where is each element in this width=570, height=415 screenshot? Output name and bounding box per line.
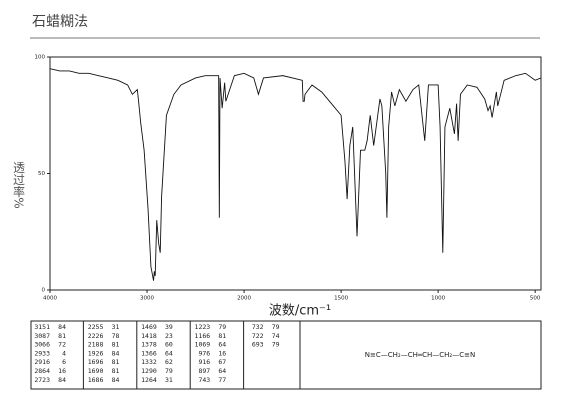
peak-wavenumber: 1378 (141, 341, 157, 349)
peak-transmittance: 74 (272, 332, 280, 340)
peak-wavenumber: 3151 (34, 323, 50, 331)
peak-transmittance: 81 (112, 367, 120, 375)
peak-transmittance: 79 (218, 323, 226, 331)
peak-transmittance: 72 (58, 341, 66, 349)
peak-wavenumber: 743 (198, 376, 210, 384)
peak-wavenumber: 1223 (195, 323, 211, 331)
peak-wavenumber: 1264 (141, 376, 157, 384)
peak-wavenumber: 2916 (34, 358, 50, 366)
peak-wavenumber: 1332 (141, 358, 157, 366)
peak-wavenumber: 732 (252, 323, 264, 331)
peak-wavenumber: 1686 (88, 376, 104, 384)
plot-frame (49, 56, 542, 291)
x-tick-label: 1500 (334, 296, 348, 302)
peak-transmittance: 64 (218, 341, 226, 349)
peak-wavenumber: 693 (252, 341, 264, 349)
peak-transmittance: 60 (165, 341, 173, 349)
y-tick-label: 100 (35, 55, 46, 61)
x-tick-label: 2000 (237, 296, 251, 302)
peak-wavenumber: 1366 (141, 349, 157, 357)
peak-transmittance: 62 (165, 358, 173, 366)
peak-wavenumber: 2226 (88, 332, 104, 340)
peak-transmittance: 4 (62, 349, 66, 357)
peak-wavenumber: 2933 (34, 349, 50, 357)
peak-table (30, 320, 542, 390)
peak-transmittance: 77 (218, 376, 226, 384)
y-tick-label: 0 (42, 288, 46, 294)
x-tick-label: 1000 (431, 296, 445, 302)
peak-transmittance: 84 (112, 349, 120, 357)
peak-wavenumber: 897 (198, 367, 210, 375)
peak-wavenumber: 3087 (34, 332, 50, 340)
peak-wavenumber: 1690 (88, 367, 104, 375)
peak-wavenumber: 722 (252, 332, 264, 340)
peak-wavenumber: 2864 (34, 367, 50, 375)
peak-transmittance: 64 (218, 367, 226, 375)
x-tick-label: 4000 (43, 296, 57, 302)
peak-wavenumber: 1469 (141, 323, 157, 331)
peak-transmittance: 67 (218, 358, 226, 366)
peak-wavenumber: 1069 (195, 341, 211, 349)
peak-wavenumber: 2188 (88, 341, 104, 349)
peak-transmittance: 16 (218, 349, 226, 357)
peak-transmittance: 81 (58, 332, 66, 340)
peak-wavenumber: 2255 (88, 323, 104, 331)
peak-transmittance: 84 (112, 376, 120, 384)
y-tick-label: 50 (38, 171, 45, 177)
peak-transmittance: 39 (165, 323, 173, 331)
peak-transmittance: 6 (62, 358, 66, 366)
chart-title: 石蜡糊法 (32, 14, 88, 30)
peak-transmittance: 79 (165, 367, 173, 375)
peak-transmittance: 79 (272, 323, 280, 331)
peak-wavenumber: 976 (198, 349, 210, 357)
x-tick-label: 500 (530, 296, 541, 302)
peak-transmittance: 16 (58, 367, 66, 375)
x-axis-label: 波数/cm⁻¹ (269, 304, 331, 319)
peak-transmittance: 84 (58, 323, 66, 331)
peak-transmittance: 81 (112, 358, 120, 366)
spectrum-line (49, 68, 542, 281)
peak-transmittance: 64 (165, 349, 173, 357)
peak-wavenumber: 1418 (141, 332, 157, 340)
peak-wavenumber: 3066 (34, 341, 50, 349)
peak-wavenumber: 1696 (88, 358, 104, 366)
peak-wavenumber: 916 (198, 358, 210, 366)
peak-wavenumber: 1926 (88, 349, 104, 357)
peak-transmittance: 78 (112, 332, 120, 340)
peak-transmittance: 31 (165, 376, 173, 384)
peak-transmittance: 31 (112, 323, 120, 331)
peak-wavenumber: 2723 (34, 376, 50, 384)
peak-transmittance: 81 (218, 332, 226, 340)
peak-transmittance: 79 (272, 341, 280, 349)
peak-transmittance: 84 (58, 376, 66, 384)
peak-wavenumber: 1166 (195, 332, 211, 340)
peak-wavenumber: 1290 (141, 367, 157, 375)
peak-transmittance: 23 (165, 332, 173, 340)
y-axis-label: 透过率% (12, 161, 26, 209)
structure-formula: N≡C—CH₂—CH═CH—CH₂—C≡N (365, 351, 475, 359)
peak-transmittance: 81 (112, 341, 120, 349)
x-tick-label: 3000 (140, 296, 154, 302)
